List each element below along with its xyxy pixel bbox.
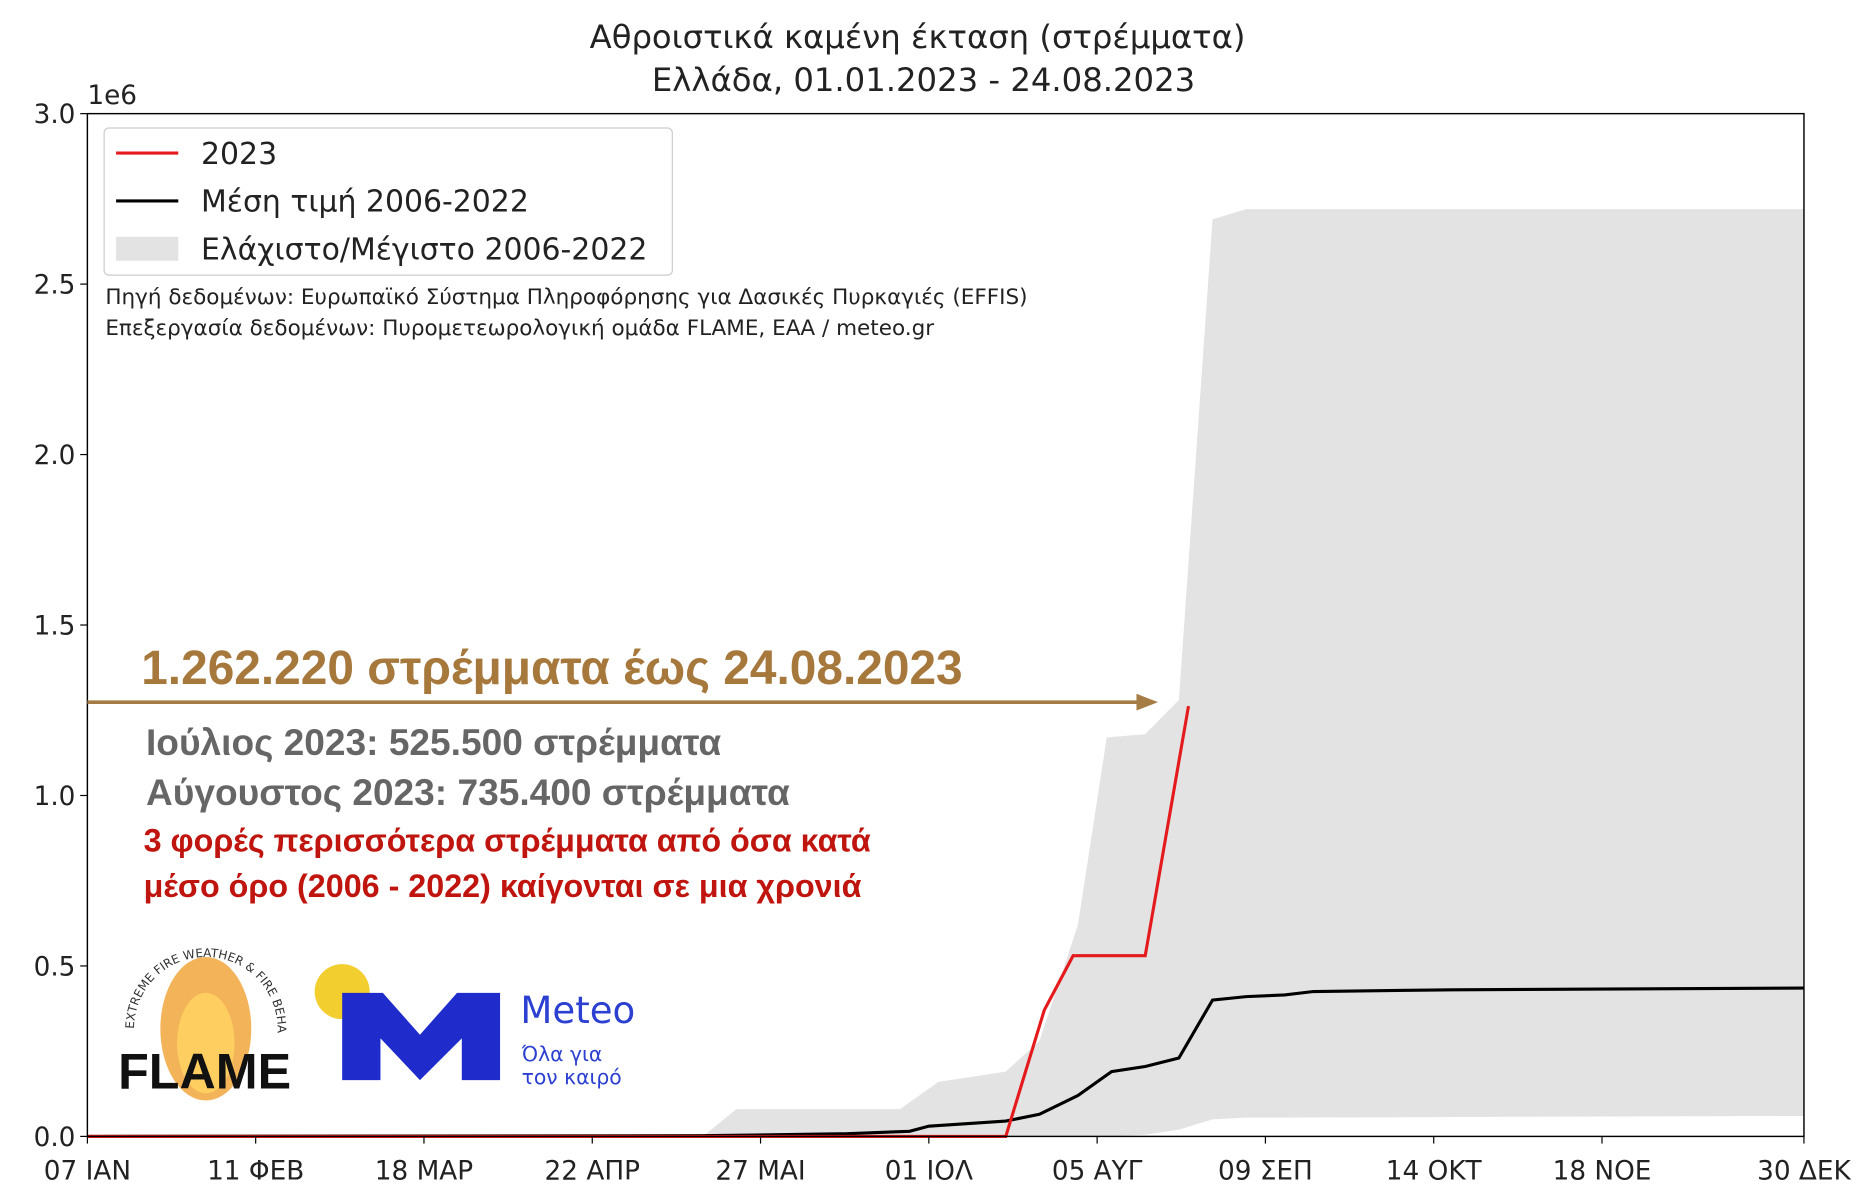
y-tick-label: 3.0 xyxy=(34,100,76,130)
y-tick-label: 0.0 xyxy=(34,1123,76,1153)
y-tick-label: 2.0 xyxy=(34,441,76,471)
min-max-band xyxy=(87,209,1804,1137)
x-tick-label: 01 ΙΟΛ xyxy=(885,1156,973,1186)
july-annotation: Ιούλιος 2023: 525.500 στρέμματα xyxy=(146,721,721,763)
flame-shape xyxy=(177,992,235,1094)
chart-subtitle: Ελλάδα, 01.01.2023 - 24.08.2023 xyxy=(652,61,1195,99)
chart-title: Αθροιστικά καμένη έκταση (στρέμματα) xyxy=(590,18,1246,56)
meteo-logo-text: Meteo xyxy=(520,989,635,1032)
y-tick-label: 0.5 xyxy=(34,953,76,983)
y-tick-label: 2.5 xyxy=(34,271,76,301)
legend-box xyxy=(103,127,673,276)
series-line xyxy=(87,986,1804,1138)
legend: 2023 Μέση τιμή 2006-2022 Ελάχιστο/Μέγιστο … xyxy=(103,127,673,276)
x-tick-label: 07 ΙΑΝ xyxy=(44,1156,131,1186)
arrow-head xyxy=(1136,693,1158,711)
x-tick-label: 18 ΝΟΕ xyxy=(1553,1156,1652,1186)
y-offset-label: 1e6 xyxy=(87,81,137,111)
y-tick-label: 1.5 xyxy=(34,612,76,642)
x-tick-label: 30 ΔΕΚ xyxy=(1757,1156,1851,1186)
legend-label: Ελάχιστο/Μέγιστο 2006-2022 xyxy=(201,233,647,268)
x-tick-label: 14 ΟΚΤ xyxy=(1386,1156,1483,1186)
source-note: Επεξεργασία δεδομένων: Πυρομετεωρολογική… xyxy=(105,316,934,341)
band-layer xyxy=(87,209,1804,1137)
y-tick-label: 1.0 xyxy=(34,782,76,812)
x-tick-label: 22 ΑΠΡ xyxy=(545,1156,640,1186)
meteo-tagline: τον καιρό xyxy=(522,1065,622,1089)
meteo-tagline: Όλα για xyxy=(521,1042,603,1066)
flame-logo-text: FLAME xyxy=(118,1044,291,1100)
meteo-logo: Meteo Όλα για τον καιρό xyxy=(314,964,635,1089)
x-tick-label: 09 ΣΕΠ xyxy=(1218,1156,1313,1186)
x-tick-label: 05 ΑΥΓ xyxy=(1052,1156,1143,1186)
comparison-annotation: 3 φορές περισσότερα στρέμματα από όσα κα… xyxy=(144,823,871,859)
legend-label: Μέση τιμή 2006-2022 xyxy=(201,185,529,220)
x-tick-label: 27 ΜΑΙ xyxy=(715,1156,805,1186)
august-annotation: Αύγουστος 2023: 735.400 στρέμματα xyxy=(146,771,790,813)
comparison-annotation: μέσο όρο (2006 - 2022) καίγονται σε μια … xyxy=(144,868,862,904)
legend-label: 2023 xyxy=(201,137,277,172)
headline-annotation: 1.262.220 στρέμματα έως 24.08.2023 xyxy=(141,642,962,695)
x-tick-label: 18 ΜΑΡ xyxy=(375,1156,473,1186)
meteo-m xyxy=(342,992,501,1081)
source-note: Πηγή δεδομένων: Ευρωπαϊκό Σύστημα Πληροφ… xyxy=(105,285,1027,310)
legend-swatch xyxy=(116,236,179,261)
x-tick-label: 11 ΦΕΒ xyxy=(207,1156,304,1186)
